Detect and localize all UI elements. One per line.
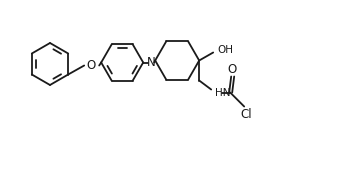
Text: HN: HN (215, 88, 231, 97)
Text: Cl: Cl (240, 108, 252, 121)
Text: O: O (228, 63, 237, 76)
Text: N: N (147, 56, 155, 69)
Text: O: O (86, 59, 96, 72)
Text: OH: OH (217, 44, 233, 55)
